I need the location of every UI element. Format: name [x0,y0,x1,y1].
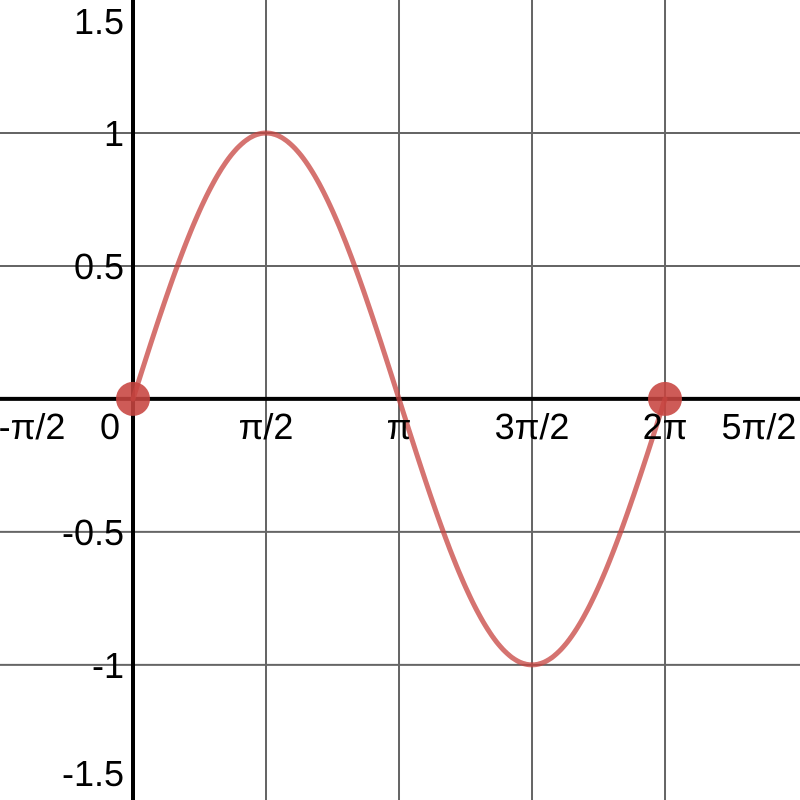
x-tick-label: 2π [643,406,688,447]
y-tick-label: -1 [92,645,124,686]
y-tick-label: -0.5 [62,512,124,553]
x-tick-label: 0 [100,406,120,447]
endpoint-dot[interactable] [116,381,151,416]
x-tick-label: π/2 [239,406,294,447]
y-tick-label: -1.5 [62,753,124,794]
x-tick-label: -π/2 [0,406,65,447]
y-tick-label: 1 [104,113,124,154]
endpoint-dot[interactable] [648,381,683,416]
y-tick-label: 0.5 [74,246,124,287]
x-tick-label: π [387,406,412,447]
y-tick-label: 1.5 [74,1,124,42]
x-tick-label: 5π/2 [722,406,797,447]
sine-curve[interactable] [130,130,668,668]
x-tick-label: 3π/2 [495,406,570,447]
